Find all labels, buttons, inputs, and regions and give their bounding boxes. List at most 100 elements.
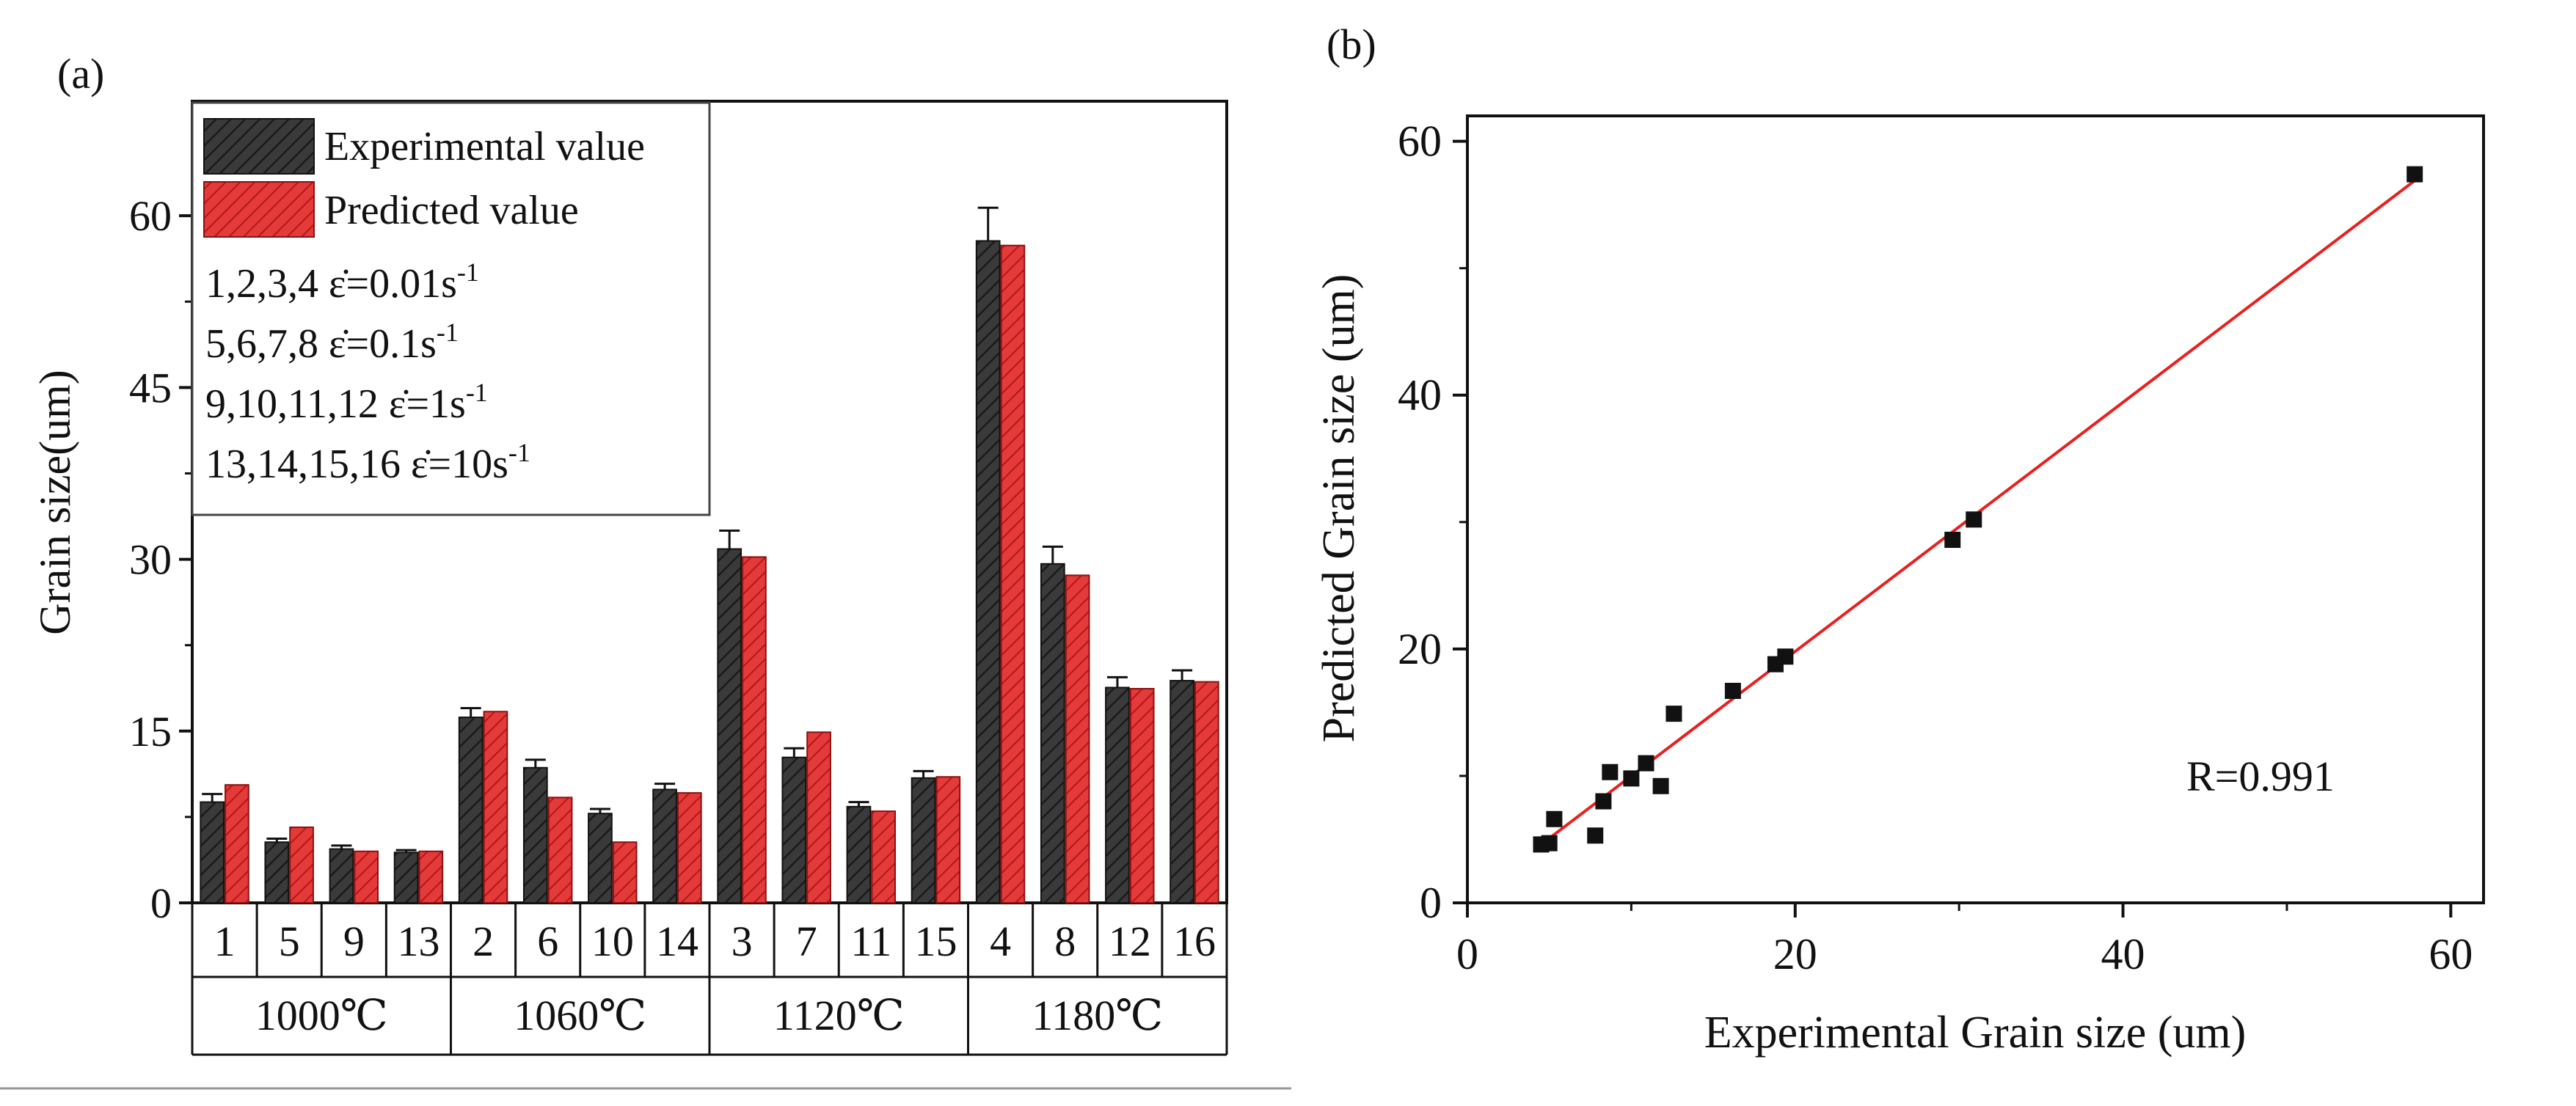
legend-swatch-experimental xyxy=(203,118,315,175)
bar-experimental-16 xyxy=(1170,680,1194,904)
bar-predicted-16 xyxy=(1194,681,1219,904)
panel-b: (b) 0 20 40 60 0 20 40 60 Predicted Grain size … xyxy=(1314,21,2485,1058)
bar-predicted-4 xyxy=(1000,244,1026,904)
panel-b-label: (b) xyxy=(1327,21,1376,68)
bar-predicted-14 xyxy=(676,792,702,904)
bar-y-tick-label: 0 xyxy=(150,879,172,927)
category-label-13: 13 xyxy=(397,918,439,965)
category-label-4: 4 xyxy=(990,918,1011,965)
bar-series xyxy=(200,206,1219,904)
category-label-11: 11 xyxy=(850,918,891,965)
bar-y-axis-label: Grain size(um) xyxy=(31,370,79,635)
bar-y-tick-label: 15 xyxy=(129,708,172,755)
scatter-y-tick-label: 60 xyxy=(1398,117,1442,166)
bar-experimental-2 xyxy=(458,717,484,904)
category-label-3: 3 xyxy=(731,918,753,965)
bar-predicted-8 xyxy=(1065,574,1090,904)
bar-y-axis: 0 15 30 45 60 xyxy=(129,192,192,927)
bar-experimental-10 xyxy=(588,813,613,904)
category-label-6: 6 xyxy=(537,918,558,965)
category-label-10: 10 xyxy=(591,918,634,965)
category-label-8: 8 xyxy=(1054,918,1076,965)
bar-experimental-13 xyxy=(393,852,419,904)
group-label-1: 1000℃ xyxy=(255,992,388,1039)
scatter-point-5 xyxy=(1595,793,1612,810)
scatter-point-14 xyxy=(1944,532,1961,549)
group-label-4: 1180℃ xyxy=(1032,992,1163,1039)
scatter-point-6 xyxy=(1602,763,1619,780)
category-label-2: 2 xyxy=(472,918,494,965)
bar-experimental-1 xyxy=(200,801,225,904)
bar-predicted-15 xyxy=(935,776,961,904)
bar-experimental-4 xyxy=(975,240,1001,904)
scatter-point-4 xyxy=(1587,827,1604,844)
scatter-point-11 xyxy=(1724,682,1741,699)
legend-strain-rates: 1,2,3,4 ε̇=0.01s-1 5,6,7,8 ε̇=0.1s-1 9,10,… xyxy=(205,257,530,487)
bar-predicted-2 xyxy=(483,711,508,904)
scatter-point-16 xyxy=(2407,166,2423,183)
bar-predicted-7 xyxy=(806,731,831,904)
scatter-point-13 xyxy=(1777,648,1794,665)
bar-experimental-7 xyxy=(781,756,807,904)
scatter-y-tick-label: 40 xyxy=(1398,371,1442,420)
bar-legend: Experimental value Predicted value 1,2,3… xyxy=(191,101,711,516)
bar-predicted-5 xyxy=(289,826,314,904)
category-label-5: 5 xyxy=(279,918,300,965)
scatter-y-tick-label: 0 xyxy=(1420,879,1442,927)
bar-predicted-9 xyxy=(354,850,379,904)
scatter-point-7 xyxy=(1623,770,1640,787)
legend-rate-4: 13,14,15,16 ε̇=10s-1 xyxy=(205,438,530,487)
bar-predicted-6 xyxy=(547,796,573,904)
scatter-axes: 0 20 40 60 0 20 40 60 xyxy=(1398,117,2473,978)
scatter-point-9 xyxy=(1652,777,1669,794)
bar-experimental-9 xyxy=(329,848,354,904)
scatter-point-10 xyxy=(1665,706,1682,722)
scatter-x-tick-label: 40 xyxy=(2101,930,2145,978)
category-label-12: 12 xyxy=(1109,918,1151,965)
category-label-14: 14 xyxy=(656,918,698,965)
bar-experimental-12 xyxy=(1105,686,1130,904)
bar-y-tick-label: 30 xyxy=(129,536,172,584)
scatter-point-3 xyxy=(1546,810,1563,827)
group-label-2: 1060℃ xyxy=(514,992,646,1039)
bar-predicted-1 xyxy=(225,784,249,904)
bar-experimental-5 xyxy=(264,841,290,904)
panel-a-label: (a) xyxy=(57,50,104,98)
category-label-7: 7 xyxy=(796,918,817,965)
bar-y-tick-label: 45 xyxy=(129,364,172,411)
bar-predicted-13 xyxy=(418,850,444,904)
bar-experimental-8 xyxy=(1040,563,1065,904)
scatter-points xyxy=(1533,166,2423,853)
category-label-16: 16 xyxy=(1173,918,1216,965)
bar-predicted-11 xyxy=(871,810,897,904)
bar-experimental-14 xyxy=(652,788,677,904)
scatter-point-8 xyxy=(1638,755,1654,772)
scatter-x-tick-label: 60 xyxy=(2429,930,2473,978)
scatter-x-tick-label: 20 xyxy=(1773,930,1817,978)
scatter-point-2 xyxy=(1541,835,1558,852)
legend-rate-1: 1,2,3,4 ε̇=0.01s-1 xyxy=(205,257,479,307)
legend-label-predicted: Predicted value xyxy=(324,188,579,233)
legend-rate-3: 9,10,11,12 ε̇=1s-1 xyxy=(205,378,488,427)
category-label-15: 15 xyxy=(914,918,957,965)
legend-rate-2: 5,6,7,8 ε̇=0.1s-1 xyxy=(205,318,459,367)
correlation-annotation: R=0.991 xyxy=(2186,752,2335,800)
bar-predicted-3 xyxy=(742,556,767,904)
bar-predicted-10 xyxy=(612,841,638,904)
scatter-y-tick-label: 20 xyxy=(1398,625,1442,673)
scatter-x-axis-label: Experimental Grain size (um) xyxy=(1704,1008,2247,1058)
scatter-point-15 xyxy=(1966,511,1982,528)
scatter-plot-frame xyxy=(1466,114,2485,904)
scatter-y-axis-label: Predicted Grain size (um) xyxy=(1314,274,1364,743)
bar-predicted-12 xyxy=(1129,688,1155,904)
bar-experimental-3 xyxy=(717,548,742,904)
bar-y-tick-label: 60 xyxy=(129,192,172,240)
group-label-3: 1120℃ xyxy=(773,992,905,1039)
legend-swatch-predicted xyxy=(203,181,315,238)
legend-label-experimental: Experimental value xyxy=(324,124,645,169)
category-label-1: 1 xyxy=(214,918,236,965)
